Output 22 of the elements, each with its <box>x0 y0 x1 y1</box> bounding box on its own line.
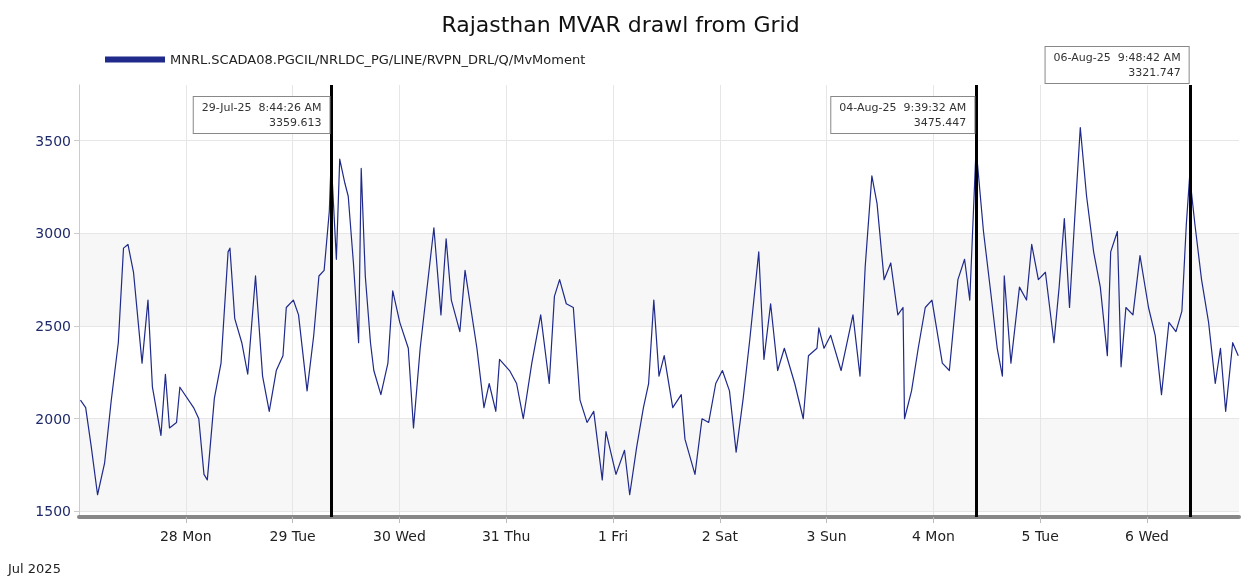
legend-label: MNRL.SCADA08.PGCIL/NRLDC_PG/LINE/RVPN_DRL/Q/MvMoment <box>170 52 586 67</box>
x-tick-label: 1 Fri <box>597 528 629 544</box>
x-tick-label: 4 Mon <box>911 528 955 544</box>
y-tick-label: 3000 <box>35 225 71 242</box>
x-tick-label: 29 Tue <box>269 528 316 544</box>
line-series <box>79 127 1239 496</box>
y-tick-label: 2000 <box>35 410 71 427</box>
ref-line-label: 04-Aug-25 9:39:32 AM 3475.447 <box>839 101 967 129</box>
x-tick-label: 31 Thu <box>481 528 531 544</box>
x-tick-label: 6 Wed <box>1125 528 1169 544</box>
x-tick-label: 2 Sat <box>701 528 739 544</box>
x-tick-label: 3 Sun <box>806 528 847 544</box>
chart-title: Rajasthan MVAR drawl from Grid <box>441 11 800 37</box>
x-tick-label: 5 Tue <box>1021 528 1059 544</box>
x-tick-label: 28 Mon <box>159 528 212 544</box>
x-tick-label: 30 Wed <box>373 528 426 544</box>
y-tick-label: 3500 <box>35 132 71 149</box>
ref-line-label: 29-Jul-25 8:44:26 AM 3359.613 <box>201 101 322 129</box>
ref-line-label: 06-Aug-25 9:48:42 AM 3321.747 <box>1053 51 1181 79</box>
text: Jul 2025 <box>7 561 61 576</box>
y-tick-label: 1500 <box>35 503 71 520</box>
y-tick-label: 2500 <box>35 318 71 335</box>
